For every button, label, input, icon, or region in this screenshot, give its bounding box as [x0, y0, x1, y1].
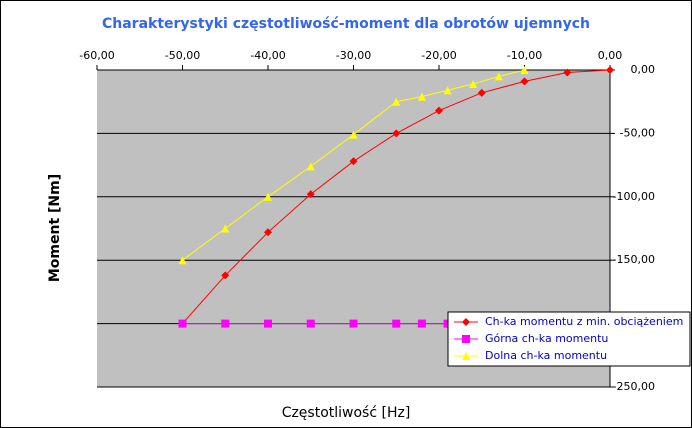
marker	[306, 162, 315, 171]
x-tick-label: -30,00	[336, 49, 371, 62]
marker	[477, 88, 486, 97]
x-tick-label: -60,00	[79, 49, 114, 62]
marker	[563, 68, 572, 77]
marker	[417, 319, 426, 328]
x-axis-title: Częstotliwość [Hz]	[282, 405, 411, 421]
marker	[306, 319, 315, 328]
marker	[462, 352, 470, 360]
chart-title: Charakterystyki częstotliwość-moment dla…	[102, 16, 590, 32]
marker	[264, 319, 272, 328]
marker	[264, 228, 272, 237]
y-tick-label: 0,00	[631, 63, 656, 76]
y-tick-label: -50,00	[620, 126, 655, 139]
marker	[221, 271, 230, 280]
marker	[392, 97, 401, 106]
x-tick-label: 0,00	[598, 49, 623, 62]
legend-label: Górna ch-ka momentu	[485, 332, 608, 345]
marker	[494, 72, 503, 81]
marker	[443, 86, 452, 95]
legend-label: Dolna ch-ka momentu	[485, 349, 607, 362]
marker	[462, 318, 470, 326]
y-tick-label: -150,00	[613, 253, 655, 266]
marker	[520, 77, 529, 86]
marker	[264, 192, 272, 201]
marker	[178, 256, 187, 265]
x-tick-label: -40,00	[250, 49, 285, 62]
marker	[462, 335, 470, 343]
legend-box	[447, 311, 691, 367]
marker	[306, 190, 315, 199]
x-tick-label: -10,00	[507, 49, 542, 62]
y-tick-label: -250,00	[613, 380, 655, 393]
marker	[469, 79, 478, 88]
y-tick-label: -100,00	[613, 190, 655, 203]
marker	[349, 319, 358, 328]
marker	[606, 66, 614, 74]
marker	[221, 319, 230, 328]
marker	[417, 92, 426, 101]
marker	[349, 157, 358, 166]
marker	[435, 106, 443, 115]
x-tick-label: -20,00	[421, 49, 456, 62]
x-tick-label: -50,00	[165, 49, 200, 62]
marker	[392, 319, 401, 328]
marker	[520, 66, 529, 74]
marker	[221, 224, 230, 233]
legend-label: Ch-ka momentu z min. obciążeniem	[485, 315, 683, 328]
marker	[178, 319, 187, 328]
marker	[349, 130, 358, 139]
marker	[392, 129, 401, 138]
y-axis-title: Moment [Nm]	[47, 174, 63, 282]
